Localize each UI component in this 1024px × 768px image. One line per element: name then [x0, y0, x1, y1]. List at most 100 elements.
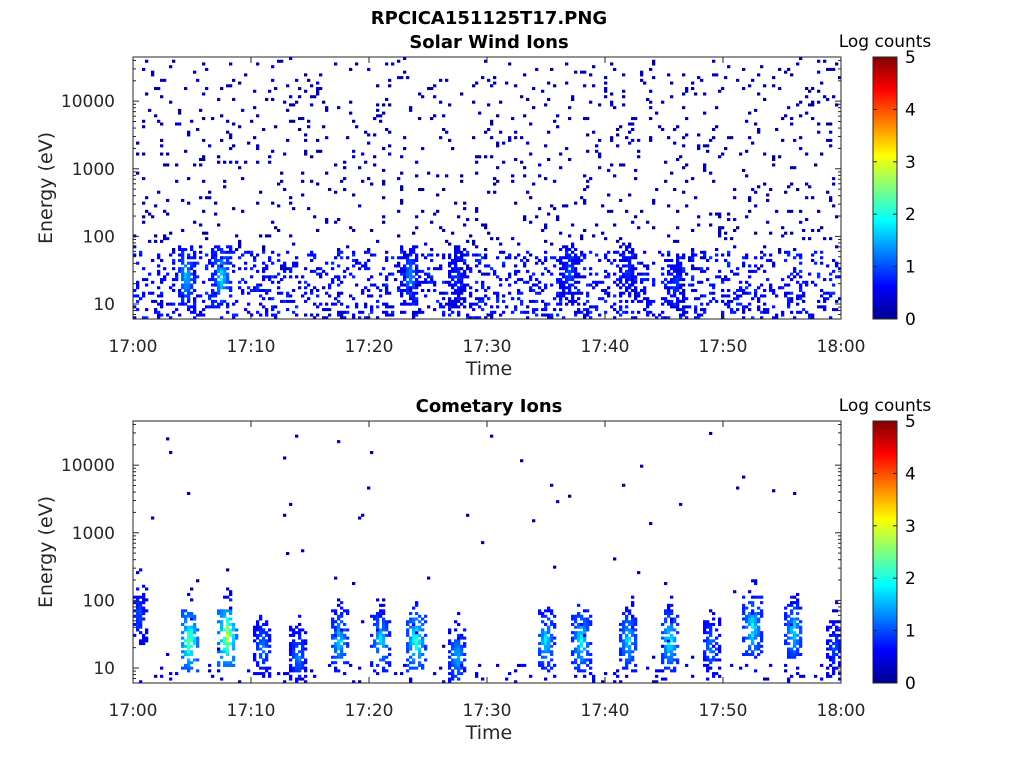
heatmap-cell — [751, 609, 755, 613]
heatmap-cell — [280, 171, 284, 175]
heatmap-cell — [634, 636, 638, 640]
heatmap-cell — [346, 267, 350, 271]
heatmap-cell — [691, 253, 695, 257]
heatmap-cell — [556, 500, 560, 504]
heatmap-cell — [625, 248, 629, 252]
heatmap-cell — [544, 650, 548, 654]
heatmap-cell — [493, 177, 497, 181]
heatmap-cell — [616, 127, 620, 131]
heatmap-cell — [457, 215, 461, 219]
heatmap-cell — [640, 272, 644, 276]
heatmap-cell — [235, 248, 239, 252]
heatmap-cell — [619, 636, 623, 640]
heatmap-cell — [583, 625, 587, 629]
heatmap-cell — [406, 620, 410, 624]
heatmap-cell — [181, 636, 185, 640]
heatmap-cell — [784, 622, 788, 626]
heatmap-cell — [181, 666, 185, 670]
heatmap-cell — [706, 647, 710, 651]
panel-solar-wind: Solar Wind Ions 17:00 17:10 17:20 17:30 17:4… — [35, 32, 931, 380]
heatmap-cell — [700, 313, 704, 317]
heatmap-cell — [766, 278, 770, 282]
heatmap-cell — [328, 294, 332, 298]
heatmap-cell — [460, 650, 464, 654]
heatmap-cell — [835, 633, 839, 637]
heatmap-cell — [289, 625, 293, 629]
heatmap-cell — [400, 250, 404, 254]
heatmap-cell — [745, 149, 749, 153]
heatmap-cell — [547, 644, 551, 648]
heatmap-cell — [418, 650, 422, 654]
heatmap-cell — [466, 275, 470, 279]
heatmap-cell — [550, 658, 554, 662]
heatmap-cell — [751, 639, 755, 643]
heatmap-cell — [544, 250, 548, 254]
heatmap-cell — [547, 313, 551, 317]
heatmap-cell — [292, 650, 296, 654]
heatmap-cell — [637, 272, 641, 276]
heatmap-cell — [817, 89, 821, 93]
heatmap-cell — [541, 89, 545, 93]
heatmap-cell — [520, 136, 524, 140]
heatmap-cell — [415, 291, 419, 295]
heatmap-cell — [184, 87, 188, 91]
heatmap-cell — [832, 647, 836, 651]
heatmap-cell — [460, 256, 464, 260]
heatmap-cell — [211, 261, 215, 265]
heatmap-cell — [625, 606, 629, 610]
heatmap-cell — [634, 316, 638, 320]
heatmap-cell — [748, 644, 752, 648]
heatmap-cell — [466, 264, 470, 268]
heatmap-cell — [694, 196, 698, 200]
heatmap-cell — [409, 291, 413, 295]
heatmap-cell — [670, 299, 674, 303]
heatmap-cell — [190, 264, 194, 268]
heatmap-cell — [403, 283, 407, 287]
heatmap-cell — [391, 305, 395, 309]
heatmap-cell — [823, 297, 827, 301]
heatmap-cell — [187, 308, 191, 312]
heatmap-cell — [670, 620, 674, 624]
heatmap-cell — [415, 603, 419, 607]
heatmap-cell — [385, 633, 389, 637]
heatmap-cell — [265, 291, 269, 295]
heatmap-cell — [331, 302, 335, 306]
heatmap-cell — [325, 106, 329, 110]
x-axis-label-cometary: Time — [465, 722, 513, 744]
heatmap-cell — [643, 264, 647, 268]
heatmap-cell — [319, 87, 323, 91]
heatmap-cell — [547, 81, 551, 85]
heatmap-cell — [463, 644, 467, 648]
heatmap-cell — [715, 658, 719, 662]
heatmap-cell — [160, 258, 164, 262]
heatmap-cell — [475, 155, 479, 159]
heatmap-cell — [295, 652, 299, 657]
heatmap-cell — [799, 620, 803, 624]
heatmap-cell — [640, 78, 644, 82]
heatmap-cell — [661, 655, 665, 659]
heatmap-cell — [832, 669, 836, 673]
heatmap-cell — [742, 603, 746, 607]
heatmap-cell — [253, 286, 257, 290]
heatmap-cell — [205, 305, 209, 309]
heatmap-cell — [286, 294, 290, 298]
heatmap-cell — [160, 313, 164, 317]
heatmap-cell — [139, 680, 143, 684]
heatmap-cell — [337, 248, 341, 252]
heatmap-cell — [799, 283, 803, 287]
heatmap-cell — [577, 669, 581, 673]
heatmap-cell — [799, 639, 803, 643]
heatmap-cell — [193, 625, 197, 629]
heatmap-cell — [679, 283, 683, 287]
heatmap-cell — [340, 316, 344, 320]
heatmap-cell — [313, 95, 317, 99]
heatmap-cell — [481, 297, 485, 301]
heatmap-cell — [217, 647, 221, 651]
heatmap-cell — [832, 631, 836, 635]
heatmap-cell — [247, 310, 251, 314]
heatmap-cell — [478, 663, 482, 667]
heatmap-cell — [337, 291, 341, 295]
heatmap-cell — [667, 612, 671, 616]
heatmap-cell — [181, 291, 185, 295]
heatmap-cell — [817, 59, 821, 63]
